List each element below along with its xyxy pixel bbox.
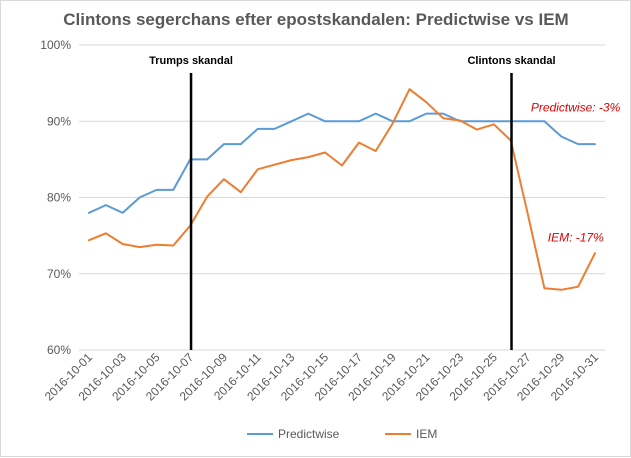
y-axis-ticks: 60% 70% 80% 90% 100% <box>40 38 71 357</box>
y-tick-label: 60% <box>47 343 71 357</box>
legend-entry: Predictwise <box>278 427 340 441</box>
y-tick-label: 90% <box>47 114 71 128</box>
annotations: Predictwise: -3% IEM: -17% <box>531 100 621 244</box>
series-lines <box>88 88 596 291</box>
legend-entry: IEM <box>416 427 437 441</box>
event-label: Trumps skandal <box>149 55 233 67</box>
chart-title: Clintons segerchans efter epostskandalen… <box>63 10 568 29</box>
x-axis-ticks: 2016-10-012016-10-032016-10-052016-10-07… <box>42 350 602 404</box>
legend: Predictwise IEM <box>247 427 437 441</box>
series-annotation: Predictwise: -3% <box>531 100 621 114</box>
event-markers: Trumps skandal Clintons skandal <box>149 55 556 350</box>
gridlines <box>79 44 605 351</box>
event-label: Clintons skandal <box>467 55 555 67</box>
y-tick-label: 80% <box>47 191 71 205</box>
y-tick-label: 70% <box>47 267 71 281</box>
series-annotation: IEM: -17% <box>548 231 604 245</box>
y-tick-label: 100% <box>40 38 71 52</box>
